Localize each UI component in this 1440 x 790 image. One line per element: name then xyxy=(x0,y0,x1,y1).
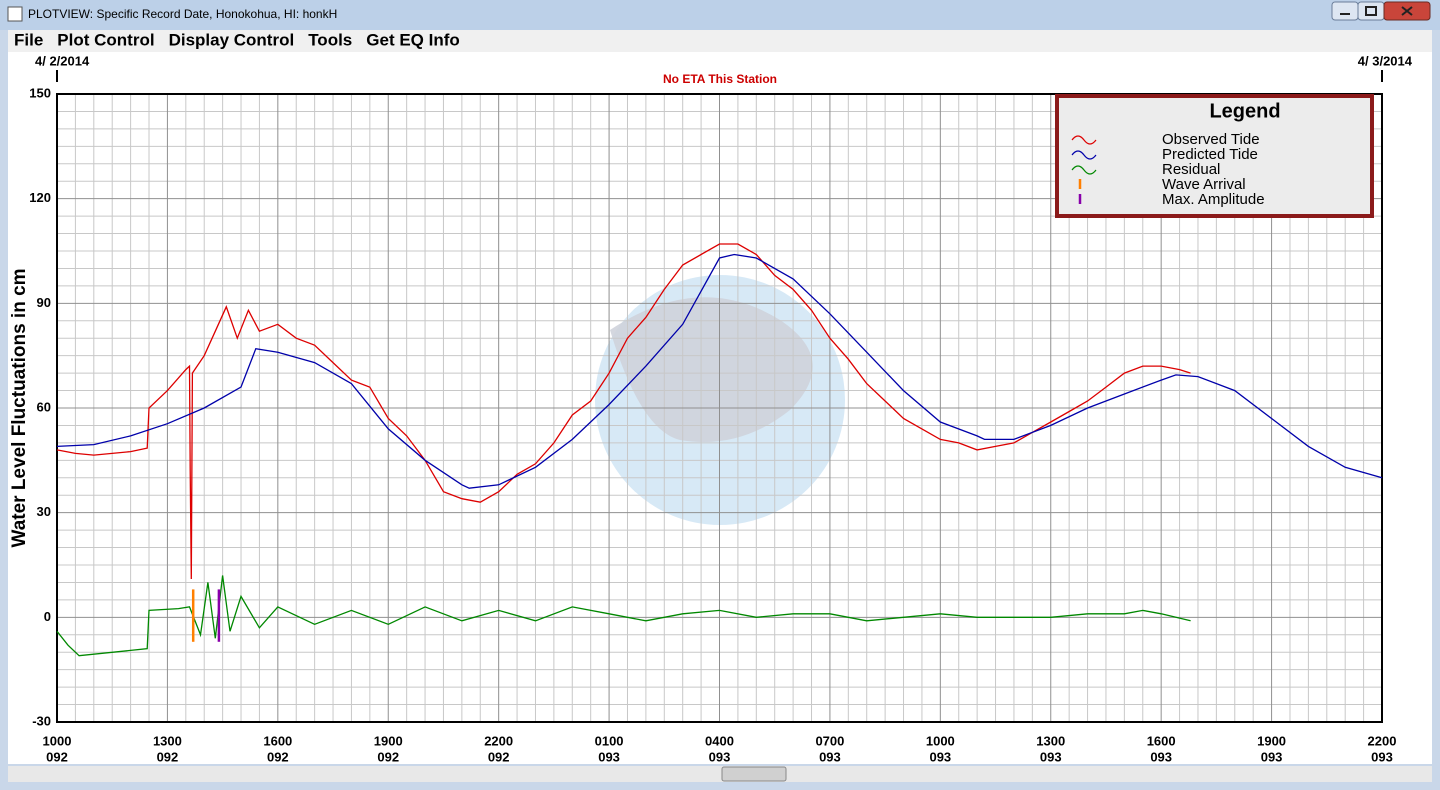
y-tick-label: 120 xyxy=(29,190,51,205)
y-tick-label: 0 xyxy=(44,609,51,624)
menu: File Plot Control Display Control Tools Get … xyxy=(14,30,460,49)
legend-title: Legend xyxy=(1209,100,1280,122)
menu-item[interactable]: File xyxy=(14,30,43,49)
window-title: PLOTVIEW: Specific Record Date, Honokohu… xyxy=(28,7,337,21)
menu-item[interactable]: Display Control xyxy=(169,30,295,49)
window-button-glyphs xyxy=(1340,6,1413,16)
title-bar xyxy=(0,0,1440,30)
series-line xyxy=(56,575,1191,657)
date-label: 4/ 2/2014 xyxy=(35,53,90,68)
series-line xyxy=(56,253,1383,489)
menu-item[interactable]: Tools xyxy=(308,30,352,49)
x-tick-label: 1900 xyxy=(1257,733,1286,748)
x-tick-day: 093 xyxy=(929,749,951,764)
legend-icon xyxy=(1071,135,1097,145)
x-tick-day: 093 xyxy=(1150,749,1172,764)
x-tick-day: 092 xyxy=(377,749,399,764)
series-line xyxy=(56,243,1191,580)
date-label: 4/ 3/2014 xyxy=(1358,53,1413,68)
y-tick-label: 150 xyxy=(29,85,51,100)
subtitle: No ETA This Station xyxy=(663,72,777,86)
x-tick-label: 0400 xyxy=(705,733,734,748)
x-tick-label: 1900 xyxy=(374,733,403,748)
y-axis-label: Water Level Fluctuations in cm xyxy=(9,268,30,547)
legend-label: Max. Amplitude xyxy=(1162,191,1265,208)
x-tick-day: 093 xyxy=(819,749,841,764)
legend-label: Residual xyxy=(1162,161,1220,178)
scrollbar[interactable] xyxy=(8,766,1432,782)
watermark-bird xyxy=(610,297,813,442)
x-tick-label: 1000 xyxy=(926,733,955,748)
app-icon xyxy=(7,6,23,22)
x-tick-label: 2200 xyxy=(1368,733,1397,748)
legend-label: Wave Arrival xyxy=(1162,176,1246,193)
y-tick-label: -30 xyxy=(32,713,51,728)
x-tick-label: 1600 xyxy=(1147,733,1176,748)
x-tick-day: 092 xyxy=(267,749,289,764)
plot-border xyxy=(56,93,1383,723)
legend-icon xyxy=(1071,165,1097,175)
scrollbar-thumb[interactable] xyxy=(721,766,787,782)
x-tick-day: 093 xyxy=(1040,749,1062,764)
x-tick-label: 1000 xyxy=(43,733,72,748)
y-tick-label: 90 xyxy=(37,295,51,310)
x-tick-day: 092 xyxy=(46,749,68,764)
legend-icon xyxy=(1071,150,1097,160)
y-tick-label: 60 xyxy=(37,399,51,414)
x-tick-day: 092 xyxy=(157,749,179,764)
menu-item[interactable]: Plot Control xyxy=(57,30,154,49)
legend-box xyxy=(1055,94,1374,218)
menu-bar xyxy=(8,30,1432,52)
y-tick-label: 30 xyxy=(37,504,51,519)
x-tick-label: 2200 xyxy=(484,733,513,748)
x-tick-day: 093 xyxy=(1371,749,1393,764)
x-tick-day: 093 xyxy=(598,749,620,764)
x-tick-day: 093 xyxy=(1261,749,1283,764)
x-tick-label: 1300 xyxy=(153,733,182,748)
legend-label: Observed Tide xyxy=(1162,131,1260,148)
minimize-button[interactable] xyxy=(1331,1,1359,21)
legend-label: Predicted Tide xyxy=(1162,146,1258,163)
x-tick-label: 0700 xyxy=(815,733,844,748)
menu-item[interactable]: Get EQ Info xyxy=(366,30,460,49)
x-tick-day: 092 xyxy=(488,749,510,764)
x-tick-day: 093 xyxy=(709,749,731,764)
maximize-button[interactable] xyxy=(1357,1,1385,21)
x-tick-label: 0100 xyxy=(595,733,624,748)
x-tick-label: 1600 xyxy=(263,733,292,748)
x-tick-label: 1300 xyxy=(1036,733,1065,748)
